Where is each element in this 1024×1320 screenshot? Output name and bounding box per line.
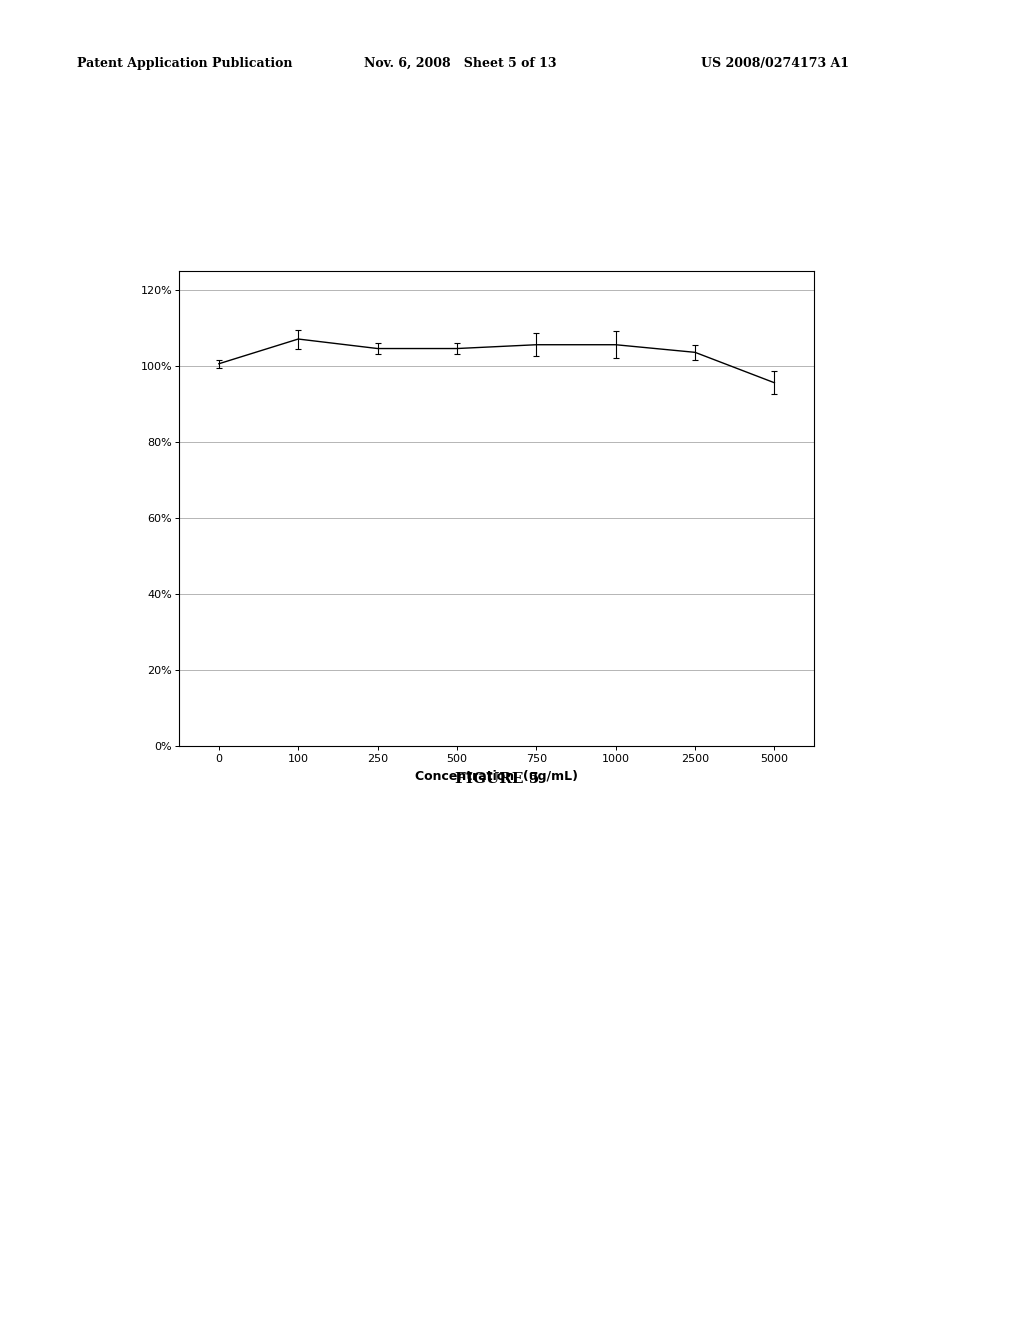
Text: FIGURE 5: FIGURE 5 <box>455 772 539 787</box>
Text: Patent Application Publication: Patent Application Publication <box>77 57 292 70</box>
Text: Nov. 6, 2008   Sheet 5 of 13: Nov. 6, 2008 Sheet 5 of 13 <box>364 57 556 70</box>
X-axis label: Concentration  (ug/mL): Concentration (ug/mL) <box>415 770 579 783</box>
Text: US 2008/0274173 A1: US 2008/0274173 A1 <box>701 57 850 70</box>
